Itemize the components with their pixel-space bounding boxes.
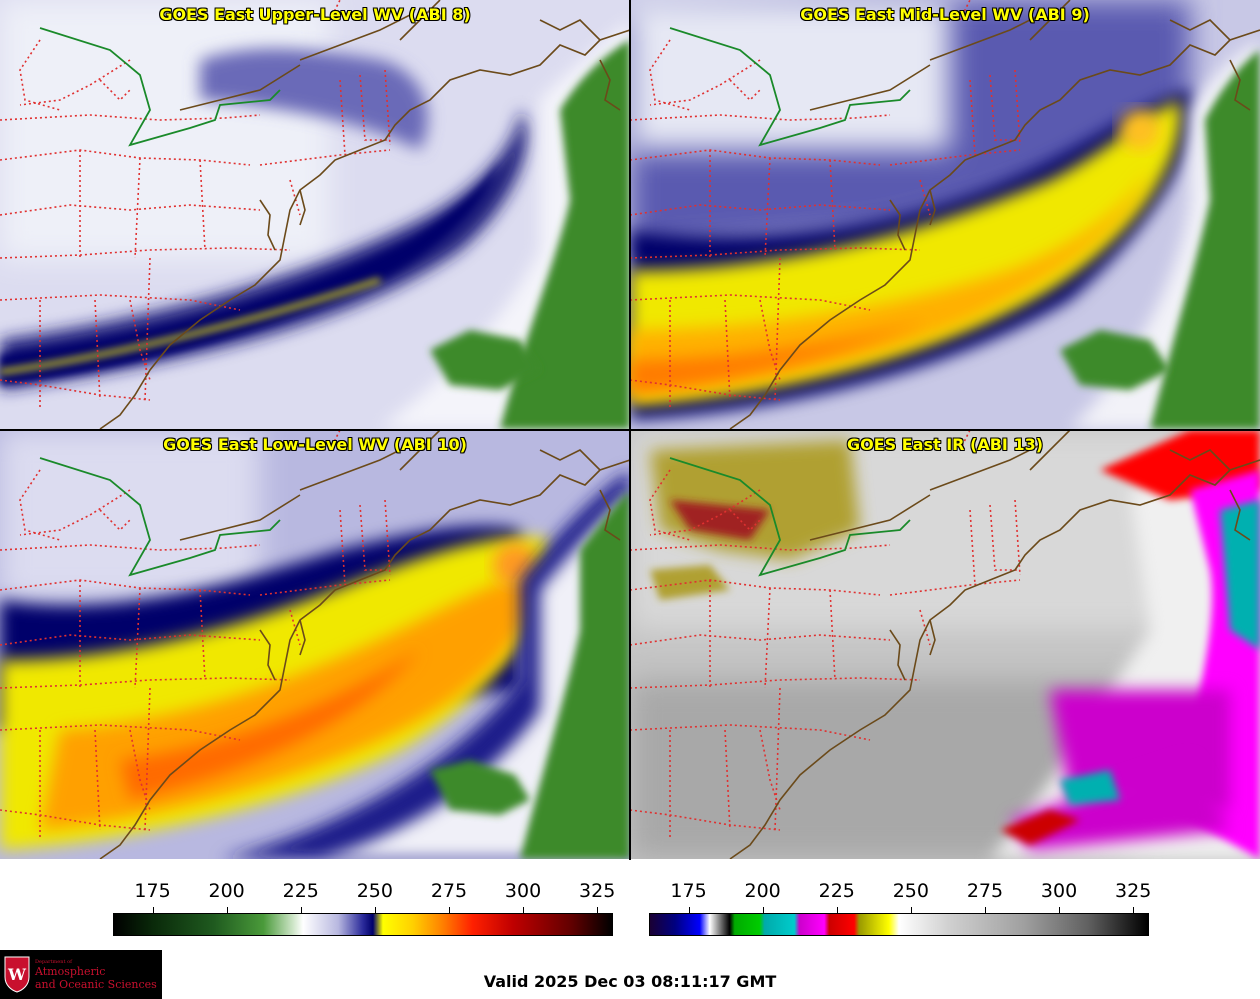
panel-ir: GOES East IR (ABI 13) [630,430,1260,859]
wv-colorbar: 175 200 225 250 275 300 325 [113,880,616,940]
colorbar-tick-mark [152,907,154,913]
colorbar-tick-mark [1133,907,1135,913]
colorbar-tick-mark [762,907,764,913]
ir-colorbar: 175 200 225 250 275 300 325 [649,880,1152,940]
colorbar-tick-mark [688,907,690,913]
ir-colorbar-gradient [649,913,1149,936]
logo-seal-letter: W [7,965,27,984]
mid-level-wv-image [630,0,1260,429]
colorbar-tick-label: 225 [282,880,319,902]
colorbar-tick-mark [226,907,228,913]
logo-name-line1: Atmospheric [35,965,106,978]
colorbar-tick-label: 325 [579,880,616,902]
wv-colorbar-ticks: 175 200 225 250 275 300 325 [113,880,616,913]
panel-title: GOES East Upper-Level WV (ABI 8) [159,5,471,24]
colorbar-tick-mark [523,907,525,913]
ir-image [630,430,1260,859]
wv-colorbar-gradient [113,913,613,936]
panel-divider-horizontal [0,429,1260,431]
colorbar-tick-label: 275 [430,880,468,902]
uw-crest-icon: W [4,956,30,993]
logo-department: Department of [35,959,72,965]
valid-time: Valid 2025 Dec 03 08:11:17 GMT [483,972,777,991]
colorbar-tick-label: 200 [744,880,781,902]
panel-low-level-wv: GOES East Low-Level WV (ABI 10) [0,430,630,859]
colorbar-tick-label: 300 [1040,880,1078,902]
colorbar-tick-label: 325 [1115,880,1152,902]
colorbar-tick-mark [984,907,986,913]
colorbar-tick-mark [910,907,912,913]
colorbar-tick-label: 175 [670,880,707,902]
colorbar-tick-mark [374,907,376,913]
aos-logo: W Department of Atmospheric and Oceanic … [0,950,162,999]
colorbar-tick-label: 225 [818,880,855,902]
panel-title: GOES East Low-Level WV (ABI 10) [163,435,467,454]
colorbar-tick-mark [836,907,838,913]
panel-mid-level-wv: GOES East Mid-Level WV (ABI 9) [630,0,1260,429]
colorbar-tick-mark [1059,907,1061,913]
panel-title: GOES East Mid-Level WV (ABI 9) [800,5,1090,24]
colorbar-tick-label: 250 [892,880,929,902]
colorbar-tick-label: 275 [966,880,1004,902]
upper-level-wv-image [0,0,630,429]
colorbar-tick-label: 250 [356,880,393,902]
panel-title: GOES East IR (ABI 13) [846,435,1044,454]
low-level-wv-image [0,430,630,859]
colorbar-tick-mark [448,907,450,913]
colorbar-tick-label: 200 [208,880,245,902]
colorbar-tick-mark [597,907,599,913]
logo-name-line2: and Oceanic Sciences [35,978,157,991]
colorbar-tick-label: 175 [134,880,171,902]
panel-upper-level-wv: GOES East Upper-Level WV (ABI 8) [0,0,630,429]
colorbar-tick-mark [300,907,302,913]
ir-colorbar-ticks: 175 200 225 250 275 300 325 [649,880,1152,913]
colorbar-tick-label: 300 [504,880,542,902]
